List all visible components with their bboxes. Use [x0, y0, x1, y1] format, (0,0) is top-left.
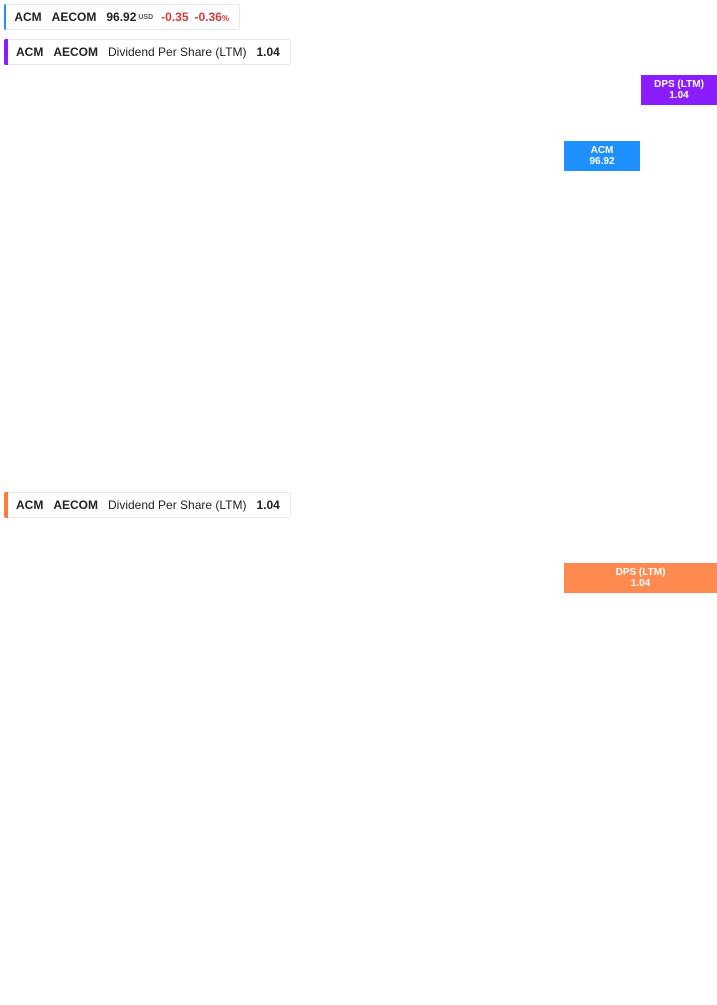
- time-axis: 16 2018 2020 2022 2024 2026: [0, 977, 556, 1000]
- svg-text:0.53: 0.53: [650, 213, 671, 225]
- tag-value: 1.04: [630, 578, 651, 589]
- price-value: 96.92: [106, 10, 137, 24]
- svg-text:0.85: 0.85: [650, 123, 671, 135]
- svg-text:0.26: 0.26: [650, 348, 671, 360]
- price-current-tag: ACM 96.92: [564, 141, 640, 171]
- company-name: AECOM: [51, 10, 97, 24]
- metric-name: Dividend Per Share (LTM): [108, 498, 247, 512]
- company-name: AECOM: [53, 45, 98, 59]
- svg-text:1.23: 1.23: [573, 540, 594, 552]
- svg-text:0.53: 0.53: [573, 700, 594, 712]
- tag-label: DPS (LTM): [615, 567, 666, 578]
- company-name: AECOM: [53, 498, 98, 512]
- dps-value: 1.04: [256, 45, 280, 59]
- dps-line[interactable]: [325, 90, 532, 458]
- dps-bar-series-color: [4, 492, 8, 518]
- currency: USD: [138, 13, 154, 21]
- svg-text:0.14: 0.14: [650, 464, 671, 476]
- svg-text:0.20: 0.20: [573, 884, 594, 896]
- dps-legend-top[interactable]: ACM AECOM Dividend Per Share (LTM) 1.04: [4, 39, 291, 65]
- svg-text:0.69: 0.69: [573, 650, 594, 662]
- dps-legend-bottom[interactable]: ACM AECOM Dividend Per Share (LTM) 1.04: [4, 492, 291, 518]
- price-legend[interactable]: ACM AECOM 96.92 USD -0.35 -0.36%: [4, 4, 240, 30]
- price-series-color: [4, 4, 7, 30]
- svg-text:2024: 2024: [421, 986, 448, 1000]
- svg-text:2018: 2018: [97, 986, 124, 1000]
- svg-text:55.00: 55.00: [572, 262, 600, 274]
- svg-text:2022: 2022: [313, 986, 340, 1000]
- svg-text:0.37: 0.37: [573, 767, 594, 779]
- svg-text:150.00: 150.00: [572, 65, 606, 77]
- tag-label: DPS (LTM): [654, 79, 704, 90]
- svg-text:35.00: 35.00: [572, 351, 600, 363]
- svg-text:1.23: 1.23: [650, 53, 671, 65]
- svg-text:25.00: 25.00: [572, 417, 600, 429]
- svg-text:0.26: 0.26: [573, 835, 594, 847]
- tag-ticker: ACM: [590, 145, 614, 156]
- svg-text:0.13: 0.13: [650, 478, 671, 490]
- svg-text:0.20: 0.20: [650, 397, 671, 409]
- svg-text:185.00: 185.00: [572, 24, 606, 36]
- tag-value: 96.92: [589, 156, 615, 167]
- dps-current-tag-bottom: DPS (LTM) 1.04: [564, 563, 717, 593]
- svg-text:0.32: 0.32: [573, 795, 594, 807]
- svg-text:2020: 2020: [205, 986, 232, 1000]
- dps-bars[interactable]: [320, 576, 535, 978]
- metric-name: Dividend Per Share (LTM): [108, 45, 247, 59]
- svg-text:135.00: 135.00: [572, 86, 606, 98]
- tag-value: 1.04: [669, 90, 689, 101]
- price-change: -0.35: [161, 10, 189, 24]
- svg-text:75.00: 75.00: [572, 201, 600, 213]
- ticker: ACM: [16, 498, 44, 512]
- dps-value: 1.04: [256, 498, 280, 512]
- svg-text:0.14: 0.14: [573, 951, 594, 963]
- svg-text:1.46: 1.46: [573, 508, 594, 520]
- svg-text:0.13: 0.13: [573, 965, 594, 977]
- svg-text:0.37: 0.37: [650, 281, 671, 293]
- dps-current-tag-top: DPS (LTM) 1.04: [641, 75, 717, 105]
- ticker: ACM: [16, 45, 44, 59]
- svg-text:0.32: 0.32: [650, 308, 671, 320]
- svg-text:16: 16: [0, 986, 9, 1000]
- svg-text:0.69: 0.69: [650, 163, 671, 175]
- svg-text:19.00: 19.00: [572, 471, 600, 483]
- price-line[interactable]: [0, 91, 544, 446]
- svg-text:0.85: 0.85: [573, 611, 594, 623]
- svg-text:2026: 2026: [529, 986, 556, 1000]
- pct-sign: %: [221, 14, 229, 23]
- ticker: ACM: [14, 10, 42, 24]
- svg-text:1.46: 1.46: [650, 20, 671, 32]
- svg-text:45.00: 45.00: [572, 302, 600, 314]
- svg-text:115.00: 115.00: [572, 117, 605, 129]
- price-change-pct: -0.36: [194, 10, 222, 24]
- dps-series-color: [4, 39, 8, 65]
